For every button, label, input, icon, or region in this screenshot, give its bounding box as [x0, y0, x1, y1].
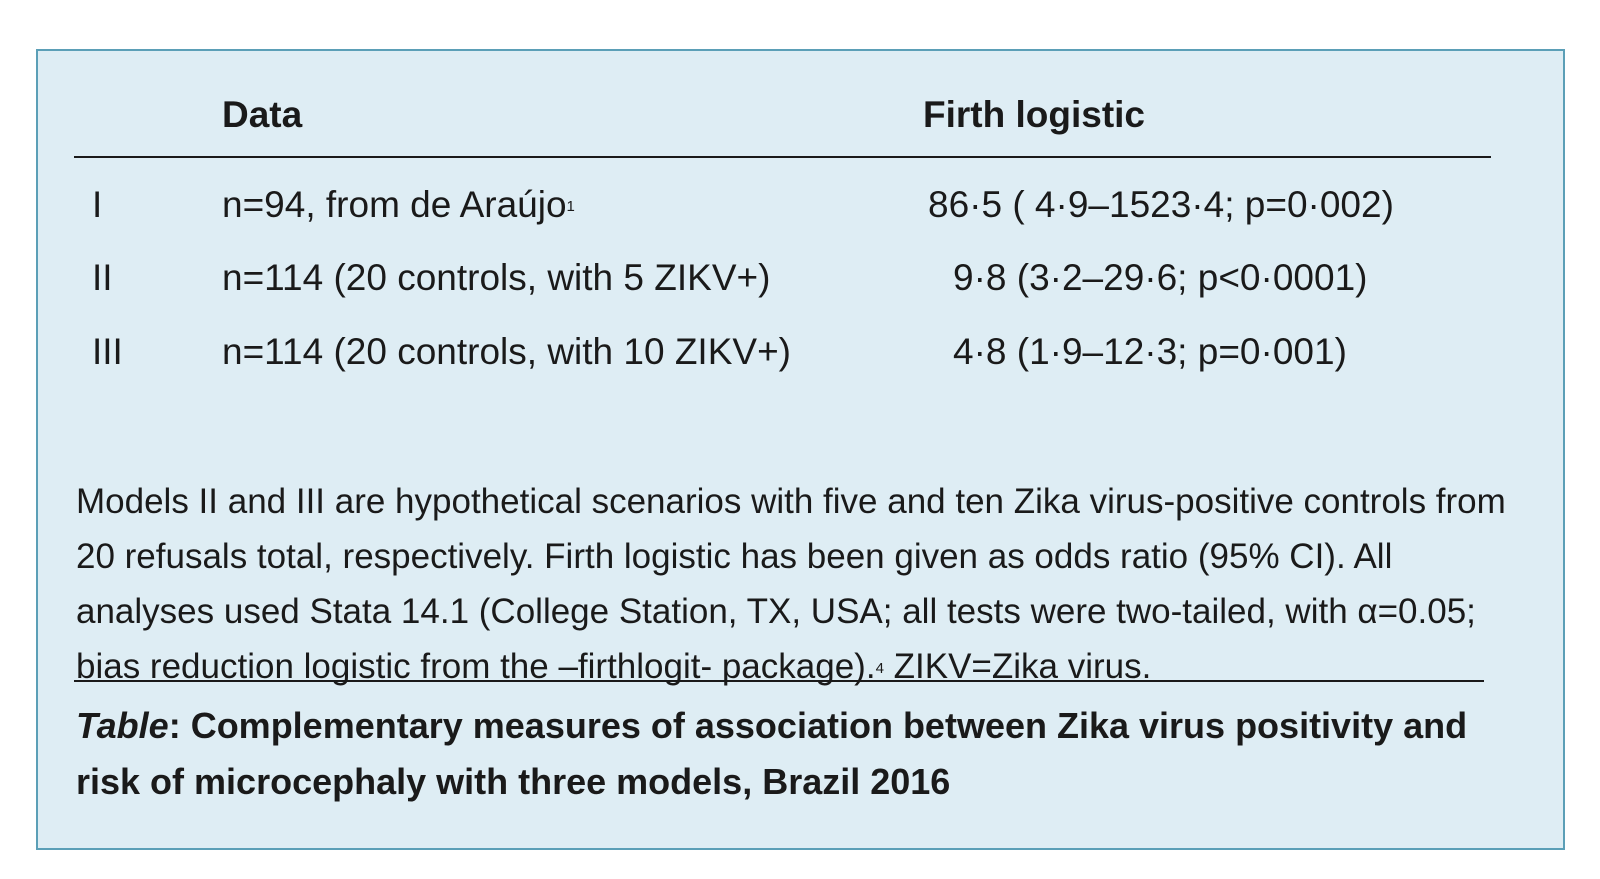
table-panel: Data Firth logistic I n=94, from de Araú… — [36, 49, 1565, 850]
table-row-firth-value: 9·8 (3·2–29·6; p<0·0001) — [953, 257, 1368, 298]
column-header-firth-logistic: Firth logistic — [923, 94, 1145, 135]
footnote-text: Models II and III are hypothetical scena… — [76, 482, 1506, 686]
table-footnote: Models II and III are hypothetical scena… — [76, 474, 1516, 694]
table-row-firth-value: 86·5 ( 4·9–1523·4; p=0·002) — [928, 184, 1394, 225]
table-row-firth-value: 4·8 (1·9–12·3; p=0·001) — [953, 331, 1347, 372]
header-divider — [74, 156, 1491, 158]
table-row-model-label: II — [92, 257, 113, 298]
table-row-data-text: n=114 (20 controls, with 5 ZIKV+) — [222, 257, 771, 298]
caption-divider — [74, 680, 1484, 682]
table-row-model-label: III — [92, 331, 123, 372]
column-header-data: Data — [222, 94, 303, 135]
caption-label: Table — [76, 705, 169, 746]
table-row-data-cell: n=94, from de Araújo1 — [222, 183, 575, 227]
table-caption: Table: Complementary measures of associa… — [76, 698, 1516, 810]
caption-text: : Complementary measures of association … — [76, 705, 1468, 802]
table-row-data-text: n=94, from de Araújo — [222, 184, 567, 225]
reference-marker: 1 — [566, 198, 575, 215]
table-row-data-text: n=114 (20 controls, with 10 ZIKV+) — [222, 331, 792, 372]
footnote-abbreviation: ZIKV=Zika virus. — [883, 647, 1152, 686]
reference-marker: 4 — [875, 660, 884, 677]
table-row-model-label: I — [92, 184, 103, 225]
